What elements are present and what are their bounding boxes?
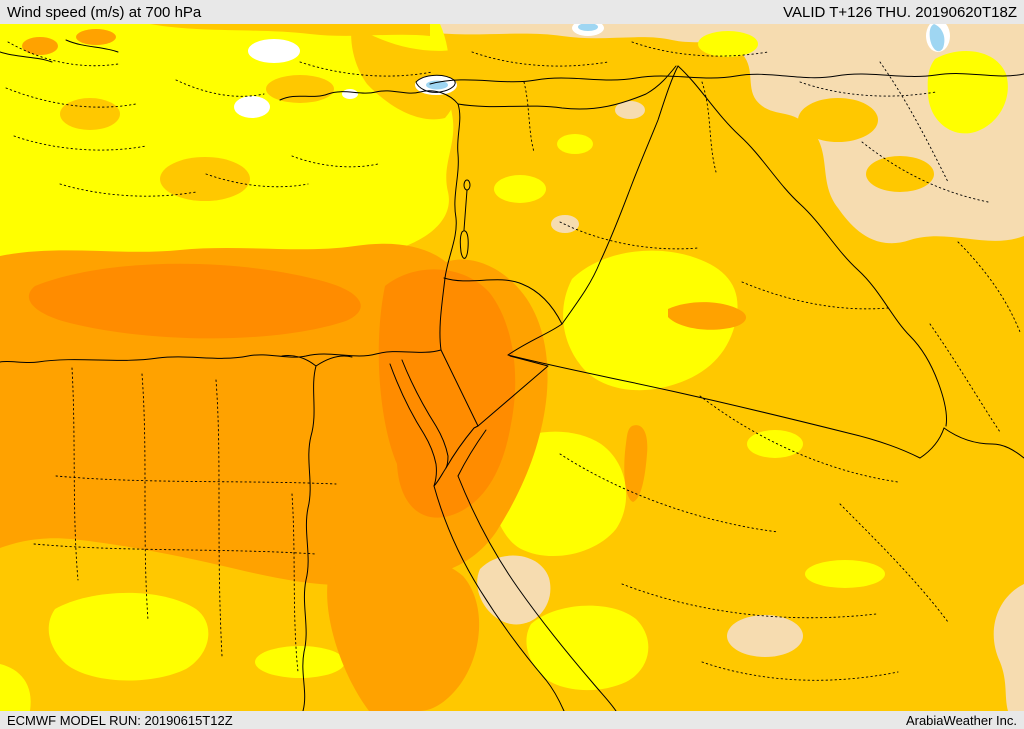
- dotted-boundary: [929, 323, 1001, 433]
- dotted-boundary: [559, 221, 699, 250]
- border-turkey-syria: [457, 65, 677, 110]
- fill-orange-nw-spot-2: [76, 29, 116, 45]
- dotted-boundary: [59, 183, 197, 197]
- fill-peach-southeast-corner: [993, 584, 1024, 711]
- wind-speed-contour-map: [0, 24, 1024, 711]
- border-turkey-north: [429, 73, 1024, 85]
- coastline-border-layer: [0, 39, 1024, 711]
- fill-yellow-syria-patch-2: [557, 134, 593, 154]
- border-jordan-saudi: [477, 355, 549, 427]
- map-title: Wind speed (m/s) at 700 hPa: [7, 3, 202, 21]
- fill-peach-north-spot: [615, 101, 645, 119]
- dotted-boundary: [699, 395, 899, 483]
- contour-fill-layer: [0, 24, 1024, 711]
- fill-yellow-northwest: [0, 24, 454, 274]
- fill-deep-orange-north-egypt: [28, 263, 361, 339]
- border-iraq-iran: [677, 65, 947, 427]
- fill-gold-north-patch: [266, 75, 334, 103]
- fill-yellow-nile-crescent: [255, 646, 345, 678]
- fill-yellow-north-blob: [698, 31, 758, 57]
- dotted-boundary: [55, 475, 337, 485]
- dead-sea-outline: [459, 230, 469, 259]
- dotted-boundary: [799, 81, 937, 97]
- dotted-boundary: [701, 661, 899, 681]
- fill-orange-nw-spot: [22, 37, 58, 55]
- dotted-boundary: [291, 155, 379, 168]
- fill-gold-central-anatolia: [351, 24, 461, 120]
- red-sea-east-shore: [457, 475, 617, 711]
- border-iraq-saudi: [507, 354, 921, 459]
- valid-time-label: VALID T+126 THU. 20190620T18Z: [783, 3, 1017, 21]
- fill-peach-northeast: [430, 24, 1024, 244]
- forecast-map: [0, 24, 1024, 711]
- credit-label: ArabiaWeather Inc.: [905, 712, 1017, 728]
- fill-peach-south-blob: [727, 615, 803, 657]
- coast-fragment-nw-1: [0, 51, 53, 63]
- fill-gold-anatolia-patch: [160, 157, 250, 201]
- fill-yellow-south-center: [526, 605, 649, 691]
- dotted-boundary: [291, 493, 299, 673]
- fill-gold-aegean-patch: [60, 98, 120, 130]
- coastline-mediterranean-egypt: [0, 90, 461, 364]
- gulf-of-aqaba-east: [457, 429, 487, 477]
- model-run-label: ECMWF MODEL RUN: 20190615T12Z: [7, 712, 233, 728]
- dotted-boundary: [471, 51, 609, 67]
- water-lake-tuz: [578, 24, 598, 31]
- fill-yellow-iran-blob: [927, 51, 1008, 134]
- dotted-boundary: [523, 81, 535, 153]
- fill-white-patch-nw: [248, 39, 300, 63]
- dotted-boundary: [175, 79, 265, 97]
- jordan-river: [463, 189, 468, 231]
- dotted-boundary: [957, 241, 1021, 333]
- admin-boundary-layer: [5, 41, 1021, 681]
- fill-gold-ne-patch: [798, 98, 878, 142]
- coast-fragment-nw-2: [65, 39, 119, 53]
- dotted-boundary: [299, 61, 433, 77]
- fill-orange-sliver-center: [624, 425, 648, 502]
- fill-yellow-north-saudi: [563, 250, 738, 391]
- dotted-boundary: [701, 81, 717, 173]
- fill-yellow-syria-patch: [494, 175, 546, 203]
- gulf-of-suez-east: [401, 359, 449, 469]
- fill-orange-red-sea: [327, 553, 480, 711]
- sinai-tip: [433, 467, 447, 487]
- water-lake-urmia: [929, 24, 945, 52]
- fill-white-patch-small: [342, 89, 358, 99]
- dotted-boundary: [13, 135, 147, 151]
- dotted-boundary: [5, 87, 137, 108]
- fill-white-patch-nw-2: [234, 96, 270, 118]
- fill-deep-orange-sinai-levant: [378, 269, 516, 518]
- fill-orange-wisp-east: [668, 302, 747, 330]
- gulf-of-aqaba-west: [445, 425, 479, 469]
- dotted-boundary: [33, 543, 317, 555]
- border-kuwait: [919, 427, 945, 459]
- dotted-boundary: [559, 453, 779, 533]
- fill-yellow-east-streak: [805, 560, 885, 588]
- nile-delta-east: [315, 355, 353, 367]
- red-sea-west-shore: [433, 485, 565, 711]
- gulf-of-suez-west: [389, 363, 437, 487]
- fill-yellow-east-patch: [747, 430, 803, 458]
- cyprus-outline: [415, 74, 456, 93]
- border-egypt-israel: [440, 349, 479, 427]
- dotted-boundary: [631, 41, 769, 57]
- header-bar: Wind speed (m/s) at 700 hPa VALID T+126 …: [0, 0, 1024, 24]
- dotted-boundary: [879, 61, 949, 183]
- fill-yellow-southwest-corner: [0, 664, 31, 711]
- nile-delta-west: [281, 355, 317, 367]
- coastline-gulf: [943, 427, 1024, 459]
- fill-gold-ne-patch-2: [866, 156, 934, 192]
- fill-yellow-southwest: [48, 592, 209, 681]
- water-cyprus: [426, 80, 448, 90]
- dotted-boundary: [741, 281, 889, 310]
- dotted-boundary: [7, 41, 119, 67]
- border-syria-jordan: [443, 277, 563, 325]
- dotted-boundary: [621, 583, 877, 619]
- dotted-boundary: [839, 503, 949, 623]
- nile-river: [302, 365, 317, 711]
- footer-bar: ECMWF MODEL RUN: 20190615T12Z ArabiaWeat…: [0, 711, 1024, 729]
